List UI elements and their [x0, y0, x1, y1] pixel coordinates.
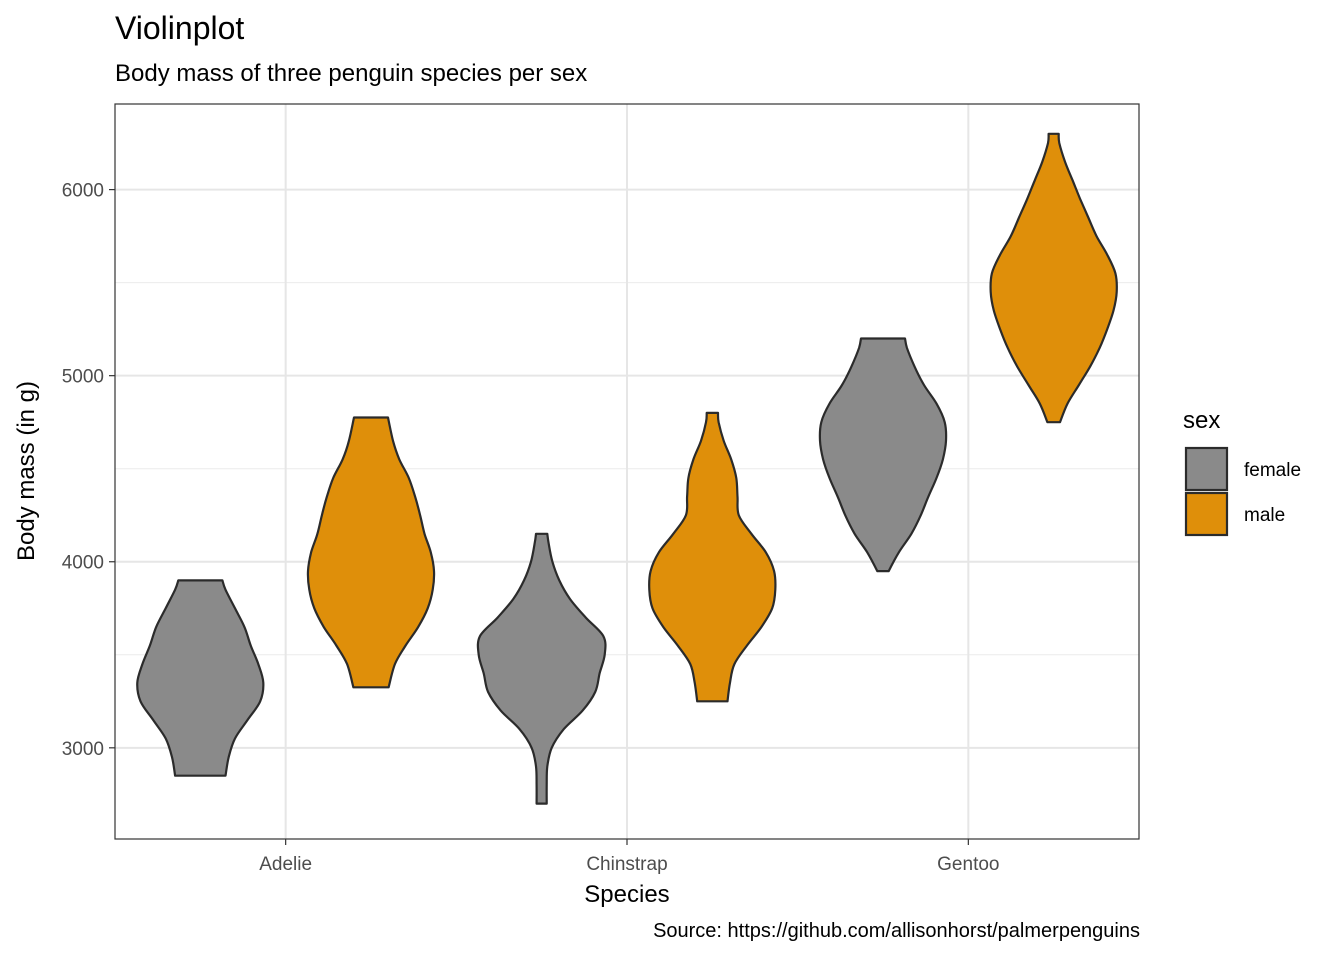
x-axis-ticks: Adelie Chinstrap Gentoo — [259, 839, 999, 875]
violin-adelie-female — [136, 579, 265, 777]
violin-chinstrap-female — [476, 532, 607, 805]
x-tick-label-gentoo: Gentoo — [937, 854, 999, 875]
legend-label-female: female — [1244, 460, 1301, 481]
legend-key-female — [1184, 446, 1229, 492]
chart-title: Violinplot — [115, 10, 245, 46]
x-axis-title: Species — [584, 881, 669, 908]
y-axis-title: Body mass (in g) — [13, 381, 40, 561]
y-axis-ticks: 3000 4000 5000 6000 — [62, 181, 115, 760]
chart-subtitle: Body mass of three penguin species per s… — [115, 60, 588, 87]
violins — [136, 132, 1118, 805]
violin-gentoo-male — [989, 132, 1118, 424]
y-tick-label: 3000 — [62, 739, 104, 760]
violin-gentoo-female — [818, 337, 948, 573]
legend-title: sex — [1183, 407, 1220, 434]
violin-chinstrap-male — [648, 411, 777, 703]
legend: sex female male — [1183, 407, 1301, 537]
x-tick-label-adelie: Adelie — [259, 854, 312, 875]
grid-major — [115, 104, 1139, 839]
y-tick-label: 5000 — [62, 367, 104, 388]
x-tick-label-chinstrap: Chinstrap — [586, 854, 667, 875]
legend-key-male — [1184, 491, 1229, 537]
legend-label-male: male — [1244, 505, 1285, 526]
chart-caption: Source: https://github.com/allisonhorst/… — [653, 920, 1140, 942]
violin-adelie-male — [306, 416, 436, 689]
y-tick-label: 6000 — [62, 181, 104, 202]
y-tick-label: 4000 — [62, 553, 104, 574]
